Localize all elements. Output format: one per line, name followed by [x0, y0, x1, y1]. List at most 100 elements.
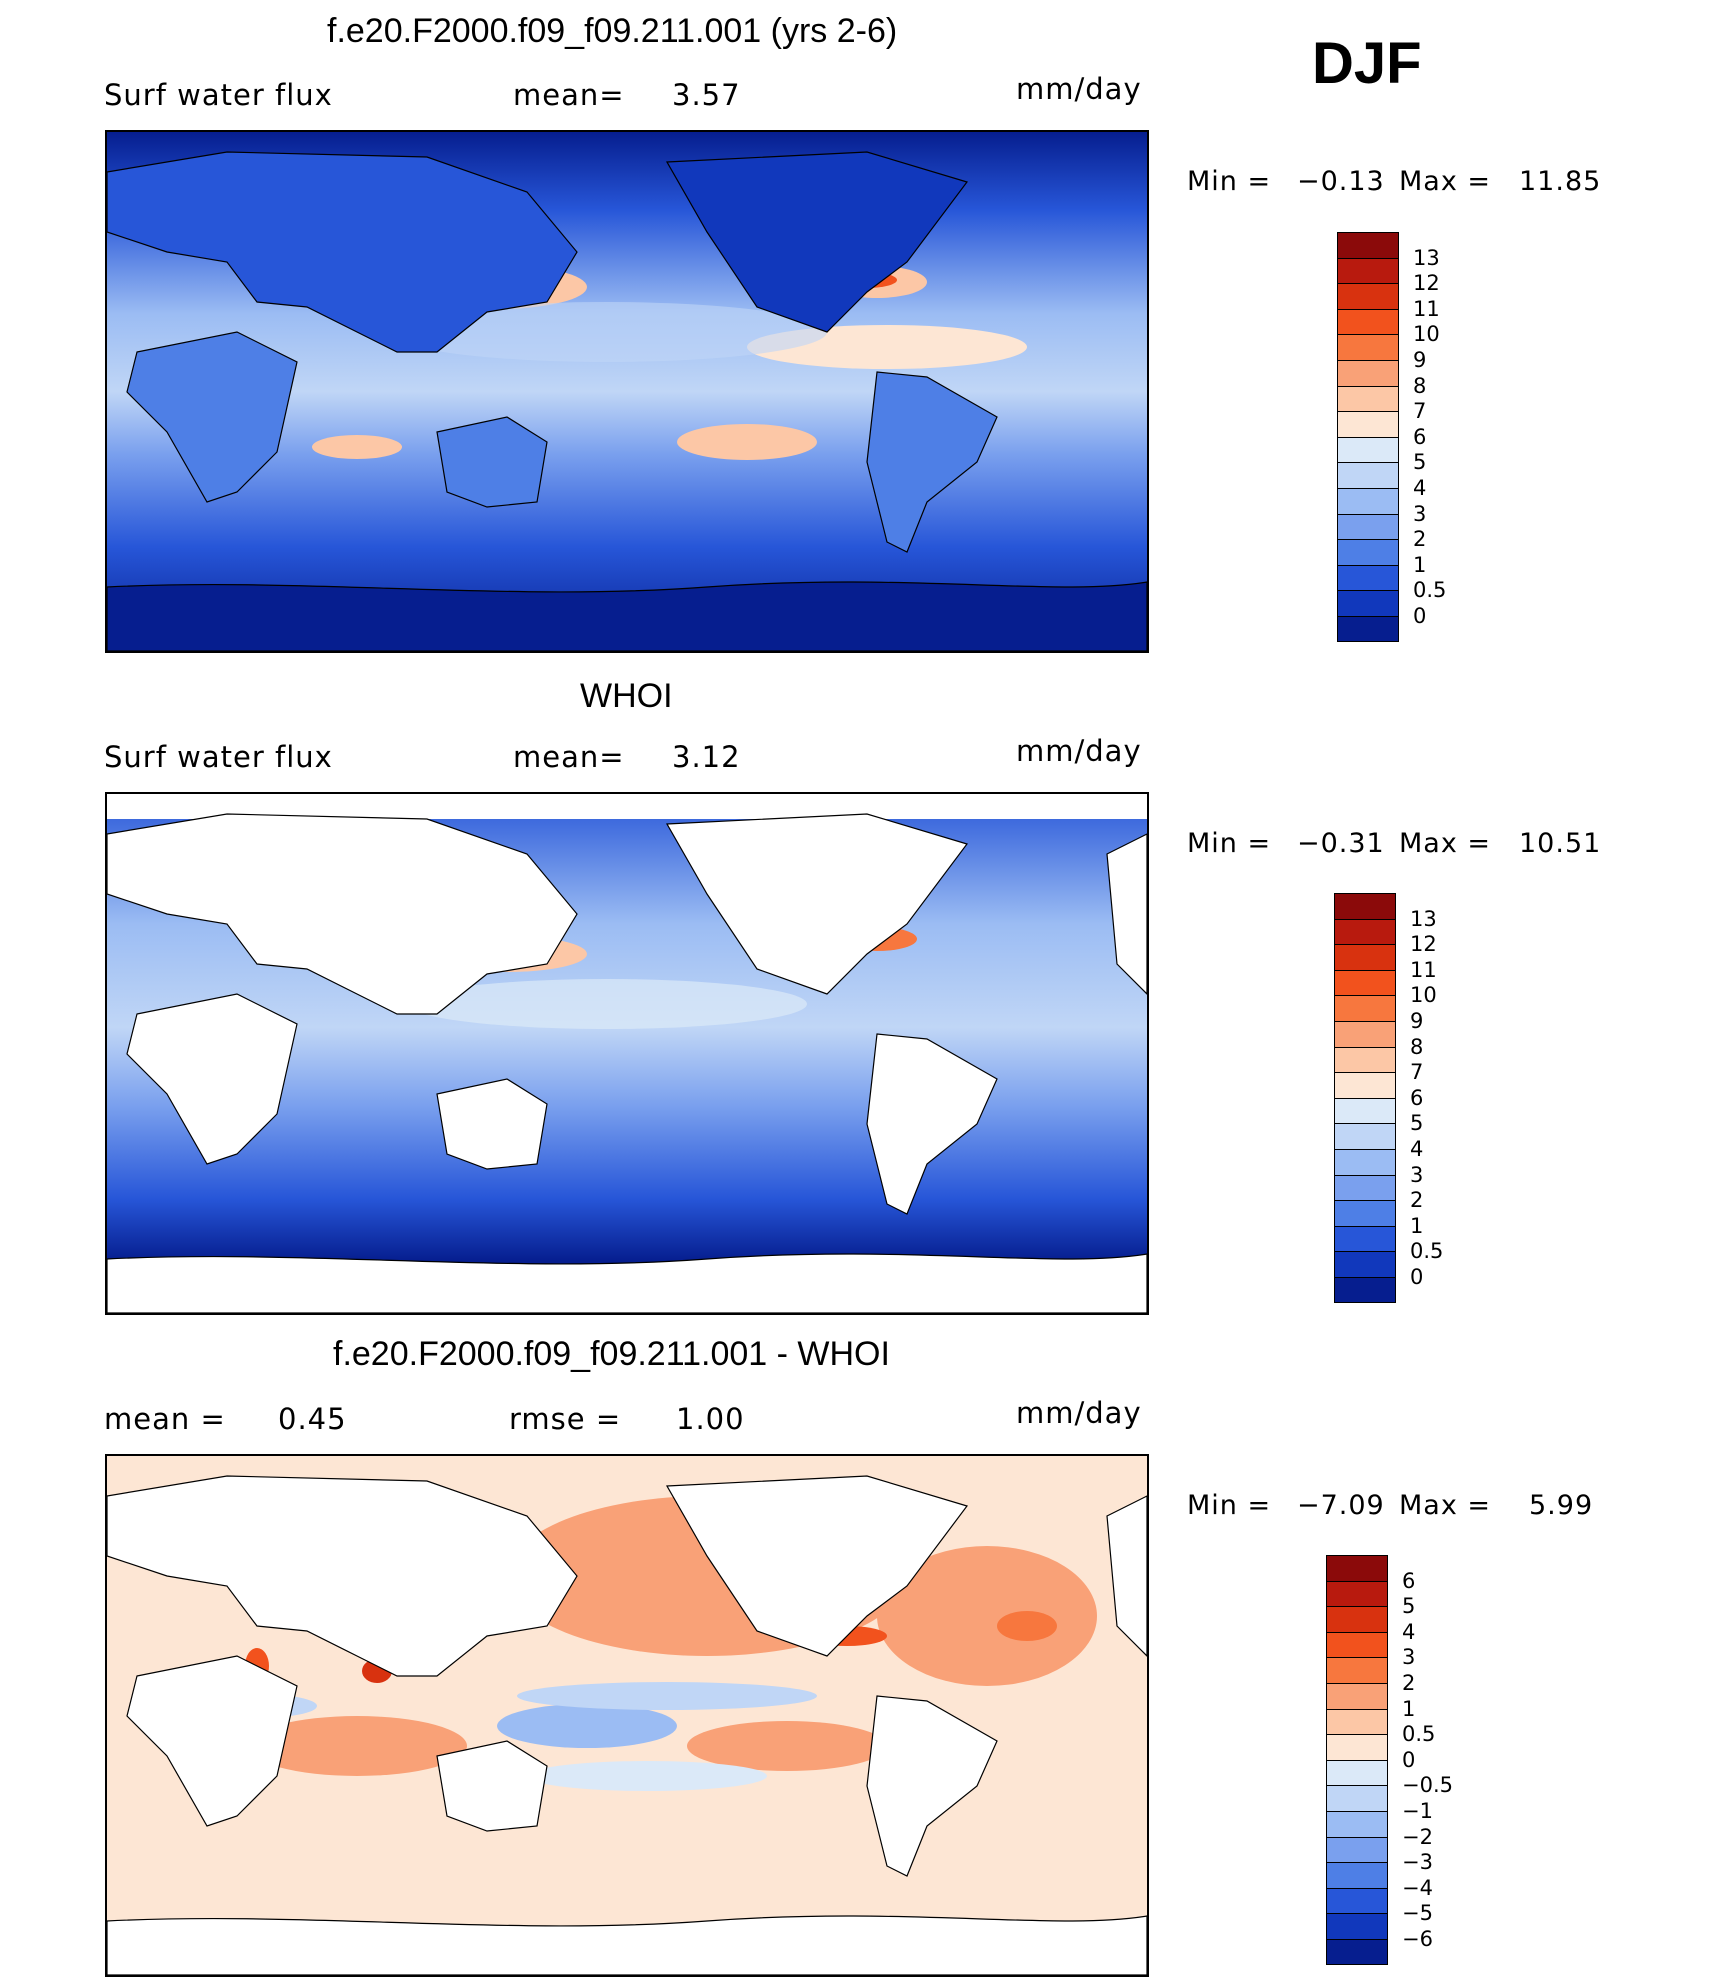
colorbar-segment: [1337, 539, 1399, 565]
panel-3-rmse-value: 1.00: [676, 1402, 745, 1436]
colorbar-tick-label: 9: [1413, 348, 1427, 372]
colorbar-tick-label: −2: [1402, 1824, 1433, 1849]
panel-1-map: [105, 130, 1149, 653]
colorbar-segment: [1326, 1555, 1388, 1581]
colorbar-segment: [1326, 1606, 1388, 1632]
colorbar-segment: [1326, 1913, 1388, 1939]
colorbar-segment: [1337, 616, 1399, 642]
panel-3-title: f.e20.F2000.f09_f09.211.001 - WHOI: [333, 1335, 890, 1373]
colorbar-tick-label: 0.5: [1410, 1239, 1444, 1264]
panel-1-max-label: Max =: [1399, 166, 1492, 197]
colorbar-segment: [1337, 513, 1399, 540]
colorbar-tick-label: 8: [1413, 373, 1427, 398]
colorbar-tick-label: −5: [1402, 1901, 1433, 1926]
colorbar-tick-label: 13: [1413, 245, 1440, 270]
colorbar-tick-label: 1: [1410, 1213, 1424, 1238]
colorbar-tick-label: 6: [1410, 1085, 1424, 1110]
panel-2-min-value: −0.31: [1297, 828, 1385, 859]
panel-3-max-value: 5.99: [1529, 1490, 1594, 1521]
colorbar-tick-label: 5: [1410, 1111, 1424, 1136]
colorbar-tick-label: 3: [1413, 501, 1427, 526]
colorbar-tick-label: −3: [1402, 1850, 1433, 1875]
colorbar-tick-label: −0.5: [1402, 1773, 1453, 1798]
panel-2-max-label: Max =: [1399, 828, 1492, 859]
panel-2-min-label: Min =: [1187, 828, 1272, 859]
colorbar-segment: [1334, 1277, 1396, 1303]
colorbar-segment: [1337, 436, 1399, 463]
colorbar-segment: [1334, 1021, 1396, 1047]
colorbar-segment: [1337, 283, 1399, 309]
panel-3-min-label: Min =: [1187, 1490, 1272, 1521]
colorbar-tick-label: 11: [1410, 957, 1437, 982]
colorbar-tick-label: 4: [1413, 476, 1427, 500]
colorbar-segment: [1326, 1734, 1388, 1760]
panel-3-rmse-label: rmse =: [509, 1402, 622, 1436]
colorbar-segment: [1334, 1225, 1396, 1252]
colorbar-tick-label: 1: [1402, 1696, 1416, 1721]
panel-3-max-label: Max =: [1399, 1490, 1492, 1521]
panel-3-min-value: −7.09: [1297, 1490, 1385, 1521]
colorbar-segment: [1337, 360, 1399, 386]
panel-2-max-value: 10.51: [1519, 828, 1602, 859]
colorbar-segment: [1334, 1200, 1396, 1226]
panel-1-min-label: Min =: [1187, 166, 1272, 197]
colorbar-tick-label: 5: [1413, 450, 1427, 475]
colorbar-segment: [1334, 1046, 1396, 1073]
colorbar-segment: [1337, 590, 1399, 616]
colorbar-segment: [1326, 1785, 1388, 1811]
colorbar-tick-label: 0: [1402, 1747, 1416, 1772]
colorbar-segment: [1334, 1174, 1396, 1201]
panel-1-mean-value: 3.57: [672, 78, 741, 112]
colorbar-segment: [1326, 1862, 1388, 1888]
panel-3-map-svg: [107, 1456, 1147, 1975]
colorbar-segment: [1337, 411, 1399, 437]
panel-3-mean-value: 0.45: [278, 1402, 347, 1436]
colorbar-tick-label: 9: [1410, 1009, 1424, 1033]
colorbar-tick-label: 6: [1402, 1568, 1416, 1593]
colorbar-tick-label: 8: [1410, 1034, 1424, 1059]
colorbar-tick-label: 0.5: [1413, 578, 1447, 603]
panel-2-field-label: Surf water flux: [104, 740, 333, 774]
colorbar-segment: [1326, 1683, 1388, 1709]
panel-1-map-svg: [107, 132, 1147, 651]
colorbar-segment: [1326, 1708, 1388, 1735]
panel-1-title: f.e20.F2000.f09_f09.211.001 (yrs 2-6): [327, 12, 898, 50]
colorbar-segment: [1334, 1072, 1396, 1098]
panel-2-mean-label: mean=: [513, 740, 625, 774]
colorbar-tick-label: −4: [1402, 1875, 1433, 1900]
colorbar-segment: [1337, 462, 1399, 488]
panel-1-max-value: 11.85: [1519, 166, 1602, 197]
colorbar-tick-label: 2: [1410, 1188, 1424, 1213]
colorbar-segment: [1326, 1580, 1388, 1607]
panel-2-title: WHOI: [580, 677, 673, 715]
colorbar-segment: [1337, 232, 1399, 258]
colorbar-segment: [1334, 1251, 1396, 1277]
colorbar-tick-label: 6: [1413, 424, 1427, 449]
panel-1-units: mm/day: [1016, 72, 1142, 106]
colorbar-segment: [1337, 257, 1399, 284]
colorbar-segment: [1326, 1887, 1388, 1914]
panel-2-map: [105, 792, 1149, 1315]
colorbar-segment: [1334, 944, 1396, 970]
panel-2-units: mm/day: [1016, 734, 1142, 768]
colorbar-tick-label: −6: [1402, 1927, 1433, 1951]
colorbar-segment: [1334, 918, 1396, 945]
colorbar-tick-label: 7: [1413, 399, 1427, 424]
colorbar-tick-label: 4: [1410, 1137, 1424, 1161]
panel-3-units: mm/day: [1016, 1396, 1142, 1430]
colorbar-segment: [1326, 1836, 1388, 1863]
colorbar-tick-label: 2: [1402, 1671, 1416, 1695]
season-label: DJF: [1312, 31, 1422, 96]
panel-2-mean-value: 3.12: [672, 740, 741, 774]
colorbar-segment: [1334, 1123, 1396, 1149]
colorbar-segment: [1326, 1657, 1388, 1683]
colorbar-tick-label: 0: [1413, 604, 1427, 628]
colorbar-segment: [1334, 969, 1396, 996]
colorbar-segment: [1326, 1939, 1388, 1965]
colorbar-segment: [1326, 1631, 1388, 1658]
colorbar-tick-label: 1: [1413, 552, 1427, 577]
colorbar-segment: [1337, 564, 1399, 591]
colorbar-segment: [1337, 488, 1399, 514]
colorbar-tick-label: 0.5: [1402, 1722, 1436, 1747]
colorbar-tick-label: 4: [1402, 1619, 1416, 1644]
